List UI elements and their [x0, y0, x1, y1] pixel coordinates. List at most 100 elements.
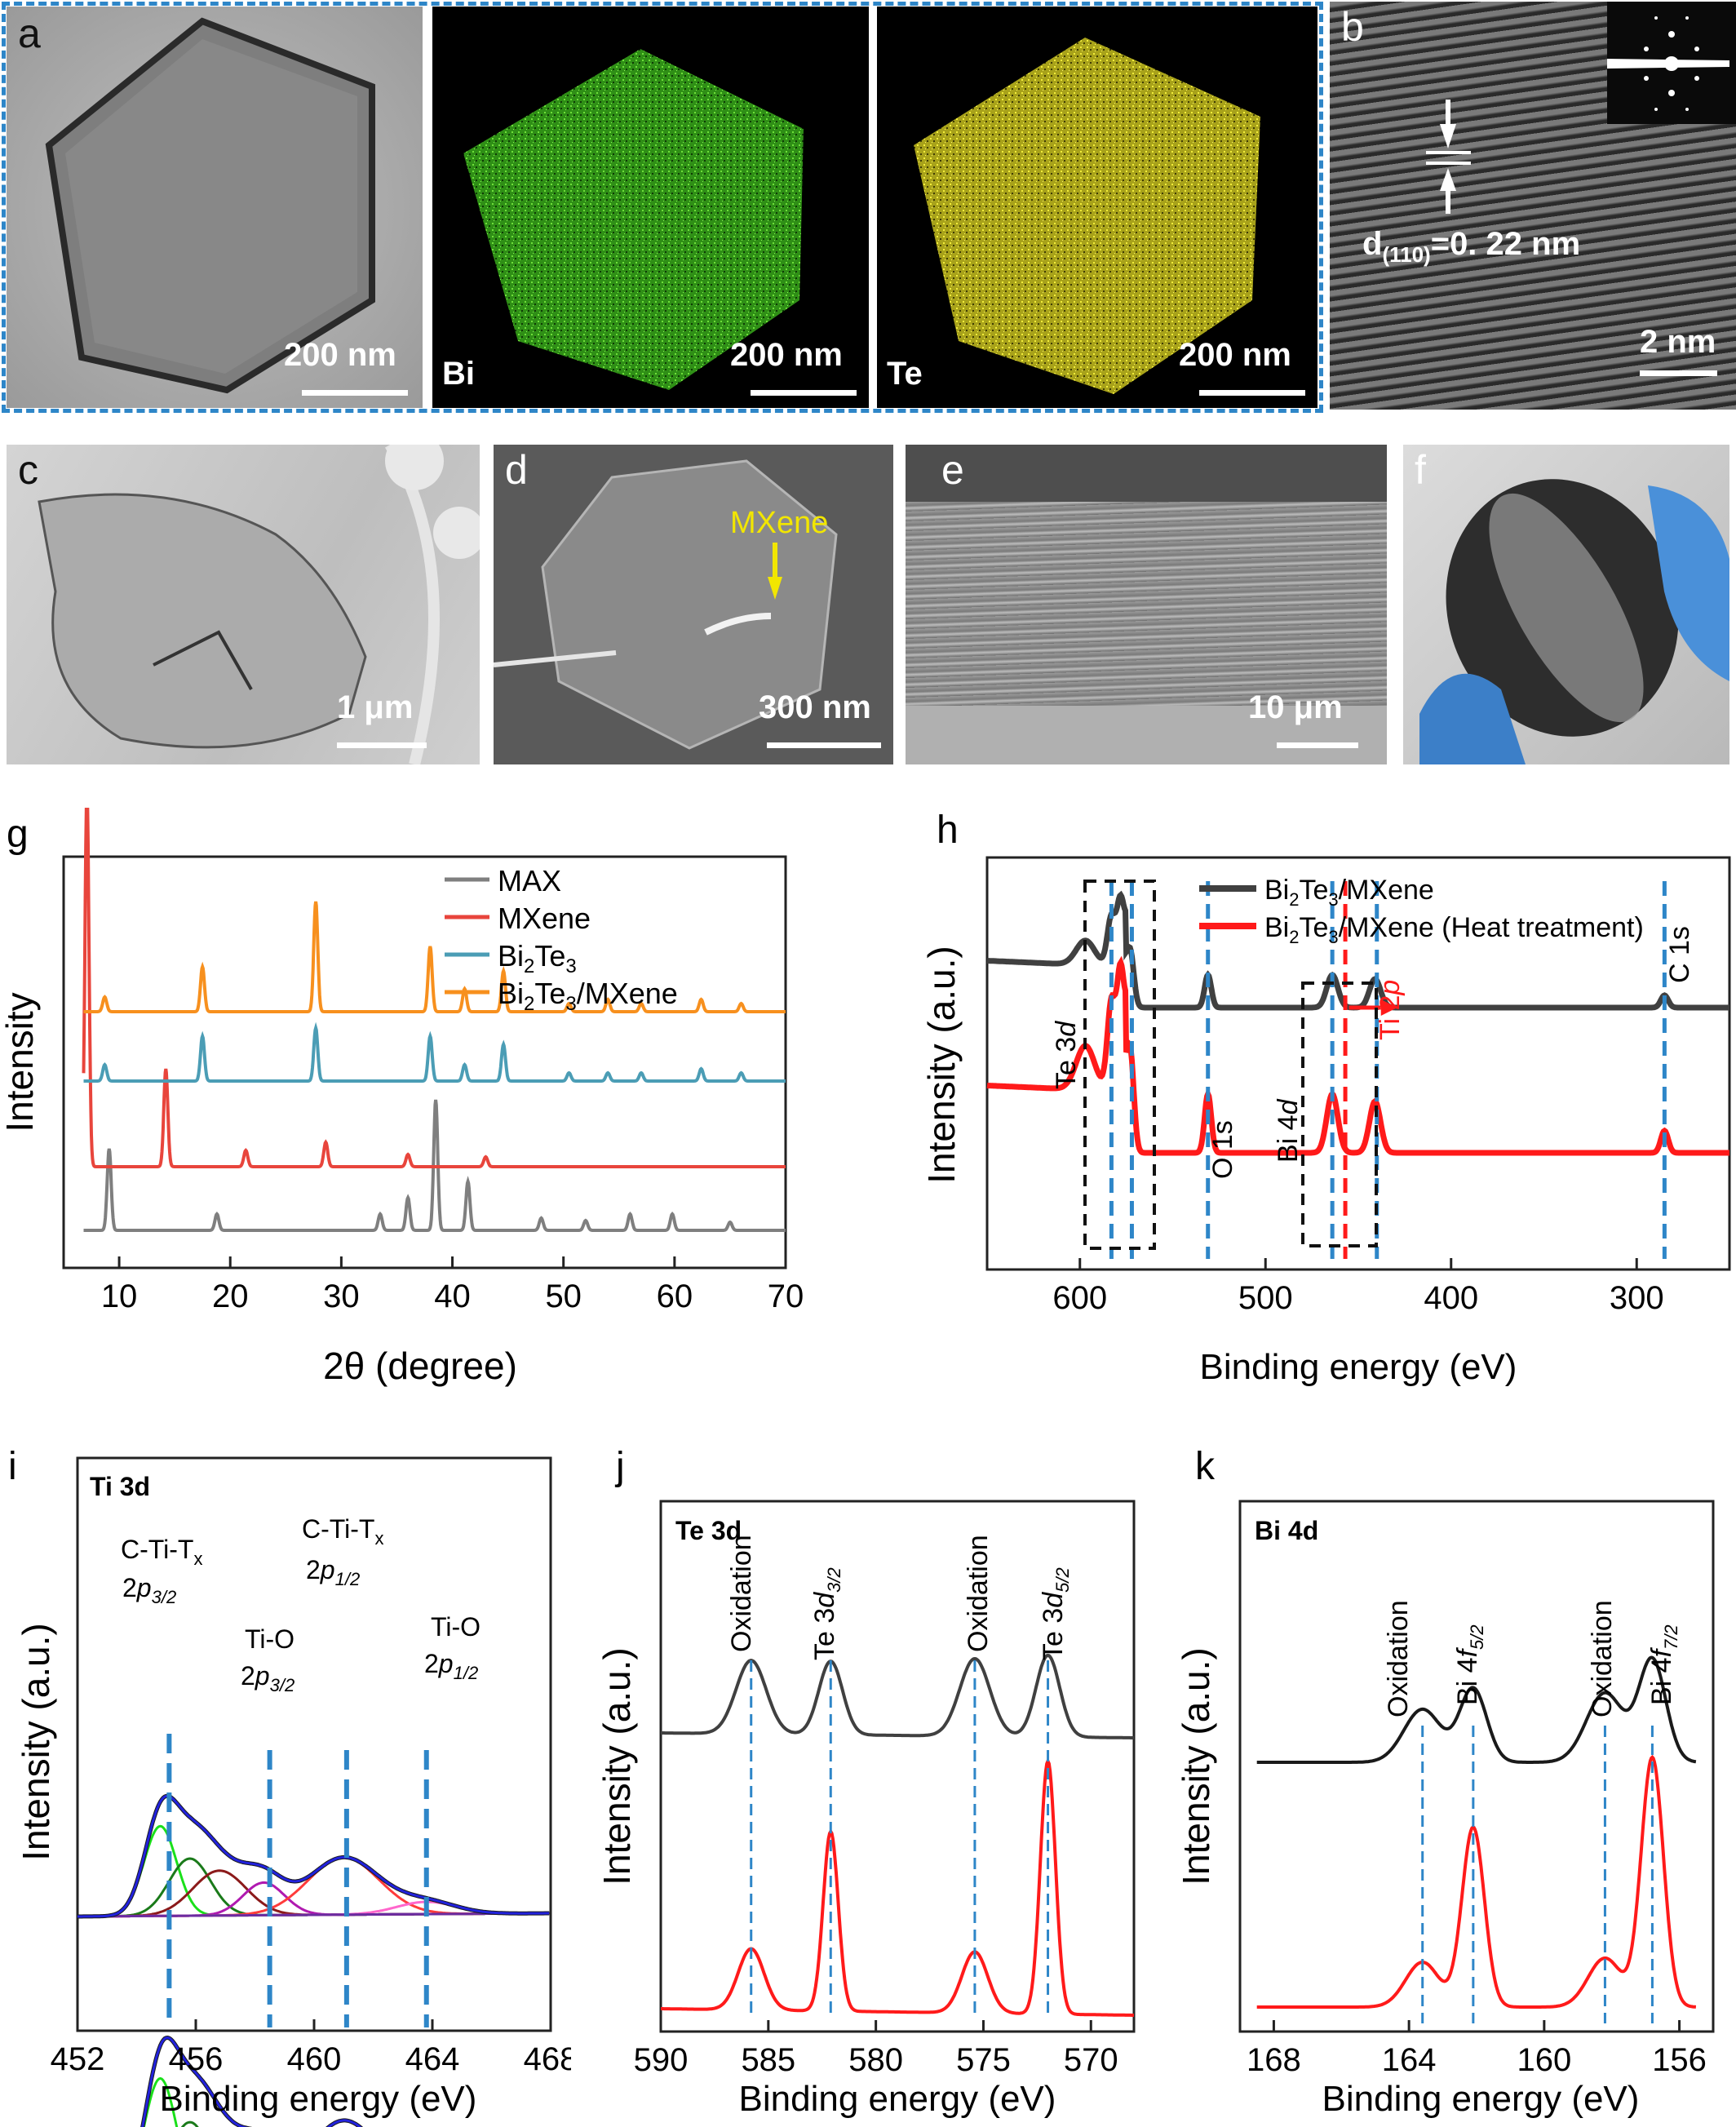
- scale-bar-bi: [751, 390, 857, 396]
- d-spacing-label: d(110)=0. 22 nm: [1362, 226, 1581, 267]
- scale-bar-text-a: 200 nm: [284, 337, 396, 373]
- legend-h: Bi2Te3/MXene Bi2Te3/MXene (Heat treatmen…: [1199, 875, 1644, 947]
- panel-label-h: h: [937, 809, 959, 852]
- x-tick-label: 156: [1652, 2042, 1707, 2078]
- x-tick-label: 460: [287, 2041, 342, 2077]
- x-ticks-i: 452 456 460 464 468: [51, 2019, 571, 2077]
- title-k: Bi 4d: [1255, 1516, 1318, 1545]
- chart-h: h 600 500 400 300 Intensity (a.u.) Binding …: [920, 809, 1731, 1387]
- tem-image-a: a 200 nm: [7, 7, 423, 408]
- sem-cross-section-e: e 10 μm: [906, 445, 1387, 764]
- xrd-line-bi2te3-mxene: [83, 901, 786, 1013]
- bi4d-series: [1256, 1655, 1697, 2023]
- x-tick-label: 600: [1052, 1280, 1107, 1316]
- peak-label-ctit-32-line2: 2p3/2: [122, 1573, 176, 1607]
- x-tick-label: 570: [1064, 2042, 1118, 2078]
- sem-image-d: d MXene 300 nm: [494, 445, 893, 764]
- tem-image-c: c 1 μm: [7, 445, 480, 764]
- scale-bar-text-bi: 200 nm: [730, 337, 843, 373]
- legend-label-bi2te3-mxene-h: Bi2Te3/MXene: [1264, 875, 1434, 910]
- peak-label-ctit-32-line1: C-Ti-Tx: [121, 1535, 202, 1569]
- legend-label-bi2te3: Bi2Te3: [498, 939, 577, 977]
- te3d-box: [1083, 880, 1156, 1250]
- x-tick-label: 468: [524, 2041, 571, 2077]
- panel-label-k: k: [1195, 1445, 1216, 1488]
- eds-map-bi: Bi 200 nm: [432, 7, 869, 408]
- y-axis-label-k: Intensity (a.u.): [1175, 1647, 1217, 1885]
- envelope-line: [141, 2036, 362, 2127]
- bi4d-box: [1301, 982, 1378, 1247]
- panel-label-d: d: [505, 447, 528, 493]
- scale-bar-d: [767, 742, 881, 748]
- bi4d-line-pristine: [1256, 1655, 1697, 1764]
- scale-bar-e: [1277, 742, 1358, 748]
- legend-label-heat-treatment: Bi2Te3/MXene (Heat treatment): [1264, 912, 1644, 947]
- peak-label-bi4f72: Bi 4f7/2: [1646, 1624, 1681, 1705]
- background-line: [78, 1912, 550, 1918]
- xps-survey-line-heat-treatment: [986, 955, 1729, 1156]
- legend-label-max: MAX: [498, 864, 561, 897]
- x-tick-label: 168: [1247, 2042, 1301, 2078]
- peak-label-bi4f52: Bi 4f5/2: [1452, 1624, 1487, 1705]
- scale-bar-text-e: 10 μm: [1248, 689, 1343, 725]
- x-tick-label: 70: [768, 1278, 804, 1314]
- te-map-hexagon: [914, 38, 1260, 394]
- scale-bar-text-b: 2 nm: [1640, 324, 1716, 360]
- element-label-te: Te: [887, 356, 923, 392]
- fit-component: [142, 2076, 179, 2127]
- x-tick-label: 160: [1517, 2042, 1571, 2078]
- chart-k: k Bi 4d 168 164 160 156 Intensity (a.u.) Bi…: [1175, 1445, 1715, 2119]
- legend-label-mxene: MXene: [498, 902, 591, 935]
- chart-g: g 10 20 30 40 50 60 70 Intensity 2θ (degree) M…: [0, 808, 804, 1387]
- fit-component: [180, 2120, 199, 2127]
- x-ticks-g: 10 20 30 40 50 60 70: [101, 1256, 804, 1314]
- panel-label-b: b: [1341, 4, 1364, 50]
- peak-label-ctit-12-line1: C-Ti-Tx: [302, 1514, 383, 1549]
- x-axis-label-j: Binding energy (eV): [739, 2079, 1056, 2119]
- x-tick-label: 580: [848, 2042, 903, 2078]
- x-ticks-j: 590 585 580 575 570: [634, 2020, 1118, 2078]
- te3d-line-pristine: [661, 1653, 1134, 1739]
- x-axis-label-k: Binding energy (eV): [1322, 2079, 1640, 2119]
- x-tick-label: 50: [545, 1278, 582, 1314]
- ti3d-series: [78, 1734, 550, 2127]
- peak-label-oxidation-1: Oxidation: [726, 1535, 757, 1652]
- scale-bar-a: [302, 390, 408, 396]
- x-tick-label: 30: [323, 1278, 360, 1314]
- chart-j: j Te 3d 590 585 580 575 570 Intensity (a.u.)…: [596, 1445, 1136, 2119]
- substrate: [906, 706, 1387, 764]
- plot-frame-k: [1238, 1500, 1715, 2033]
- eds-map-te: Te 200 nm: [877, 7, 1318, 408]
- x-tick-label: 500: [1238, 1280, 1293, 1316]
- scale-bar-te: [1199, 390, 1305, 396]
- x-tick-label: 452: [51, 2041, 105, 2077]
- peak-label-te3d52: Te 3d5/2: [1038, 1567, 1073, 1660]
- title-i: Ti 3d: [90, 1472, 150, 1501]
- peak-label-tio-12-line1: Ti-O: [431, 1612, 480, 1642]
- saed-pattern: [1607, 16, 1729, 111]
- bi4d-line-heat-treatment: [1256, 1754, 1697, 2009]
- scale-bar-text-c: 1 μm: [337, 689, 414, 725]
- bi4d-label: Bi 4d: [1273, 1098, 1304, 1163]
- hexagon-flake: [45, 17, 375, 394]
- te3d-series: [661, 1653, 1134, 2019]
- x-tick-label: 575: [956, 2042, 1011, 2078]
- x-tick-label: 300: [1610, 1280, 1664, 1316]
- xps-survey-series: [986, 881, 1729, 1259]
- x-tick-label: 60: [657, 1278, 693, 1314]
- peak-label-oxidation-k2: Oxidation: [1587, 1600, 1618, 1717]
- plot-frame-g: [62, 855, 787, 1270]
- panel-label-e: e: [941, 447, 964, 493]
- mxene-annotation: MXene: [730, 506, 829, 540]
- panel-label-g: g: [7, 813, 29, 856]
- scale-bar-text-d: 300 nm: [759, 689, 871, 725]
- xrd-line-max: [83, 1099, 786, 1232]
- x-tick-label: 585: [741, 2042, 795, 2078]
- x-ticks-h: 600 500 400 300: [1052, 1258, 1664, 1316]
- bi-map-hexagon: [463, 49, 804, 390]
- d-spacing-arrows: [1426, 100, 1471, 214]
- scale-bar-b: [1640, 370, 1717, 376]
- dashed-frame-a: [2, 2, 1323, 413]
- y-axis-label-h: Intensity (a.u.): [920, 946, 963, 1183]
- hrtem-image-b: b d(110)=0. 22 nm 2 nm: [1330, 2, 1736, 410]
